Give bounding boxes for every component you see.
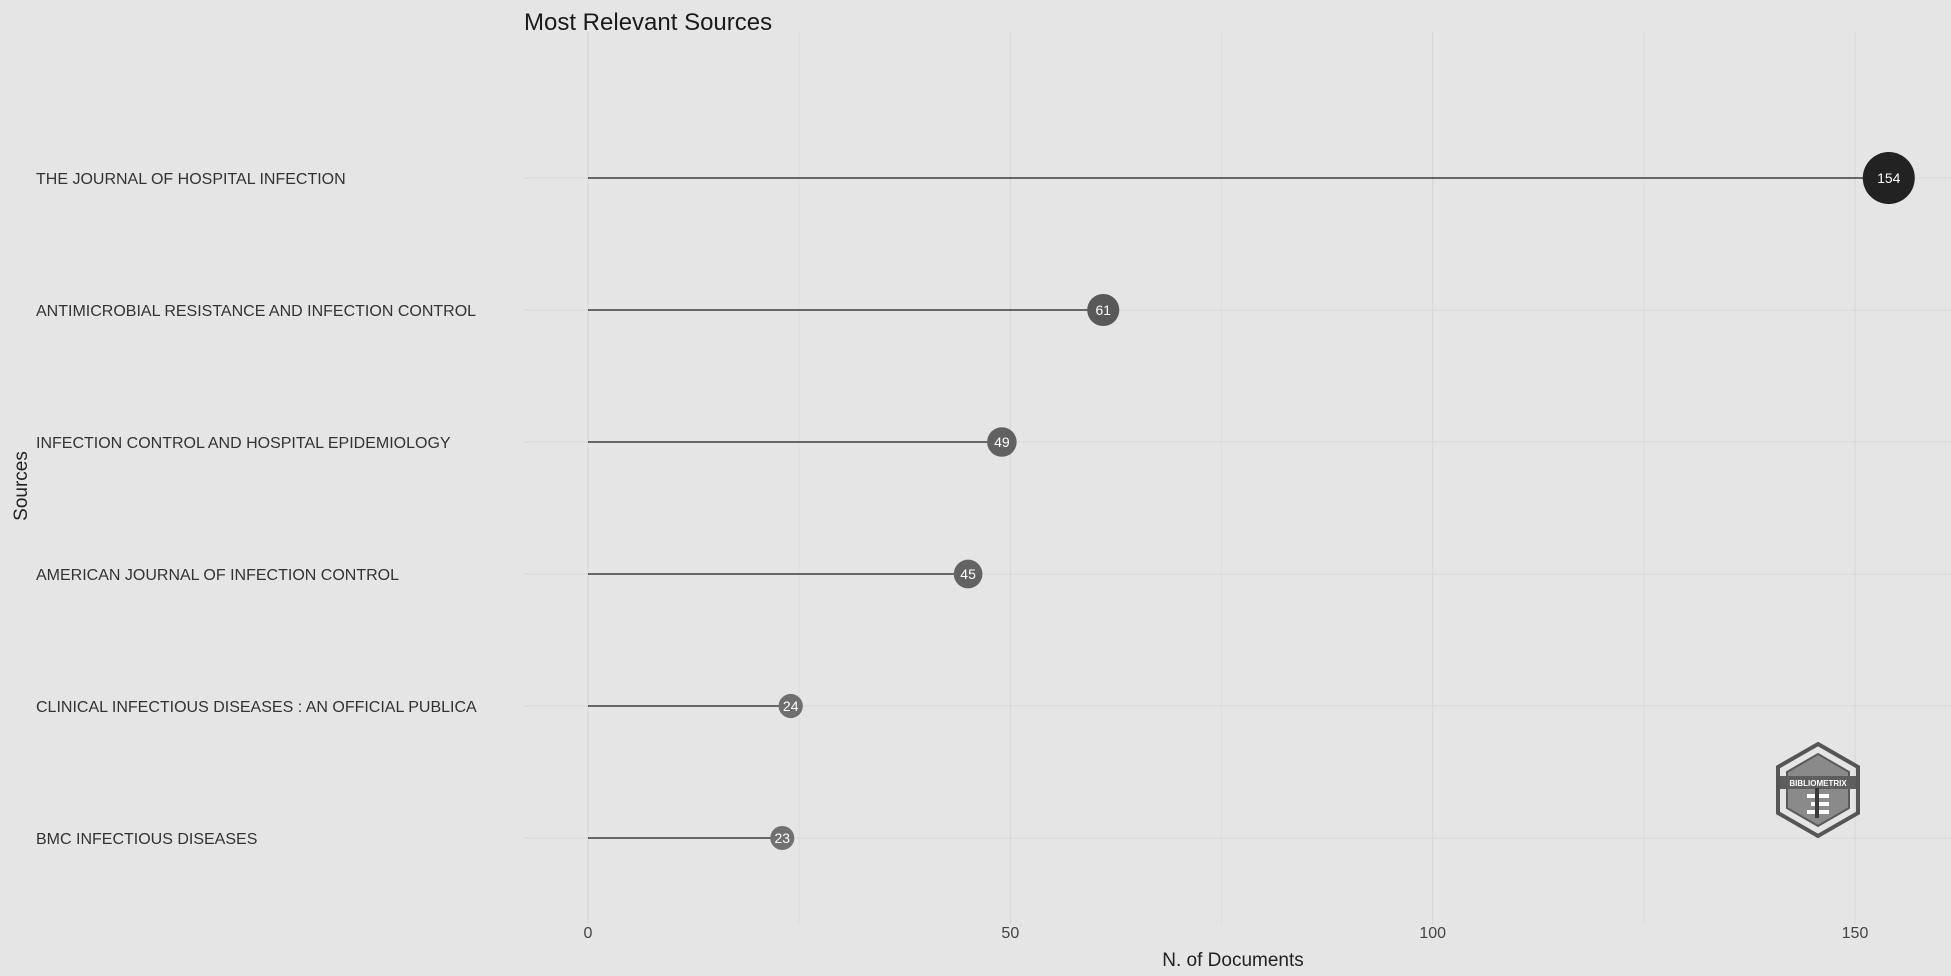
- category-label: BMC INFECTIOUS DISEASES: [36, 831, 257, 848]
- x-tick-label: 0: [584, 925, 593, 942]
- x-tick-label: 50: [1001, 925, 1019, 942]
- category-label: CLINICAL INFECTIOUS DISEASES : AN OFFICI…: [36, 699, 477, 716]
- category-labels: THE JOURNAL OF HOSPITAL INFECTION ANTIMIC…: [36, 171, 477, 848]
- x-axis-title: N. of Documents: [1162, 950, 1304, 971]
- x-tick-label: 100: [1419, 925, 1446, 942]
- y-axis-title: Sources: [11, 451, 32, 521]
- bibliometrix-logo: BIBLIOMETRIX: [1776, 741, 1860, 839]
- lollipop-point: [1862, 152, 1915, 204]
- data-label: 24: [783, 698, 799, 714]
- category-label: AMERICAN JOURNAL OF INFECTION CONTROL: [36, 567, 399, 584]
- lollipop-point: [770, 826, 795, 850]
- points: 154 61 49 45 24 23: [770, 152, 1915, 850]
- category-label: ANTIMICROBIAL RESISTANCE AND INFECTION C…: [36, 303, 476, 320]
- x-tick-labels: 0 50 100 150: [584, 925, 1869, 942]
- lollipop-point: [1087, 293, 1120, 327]
- stems: [588, 177, 1889, 839]
- category-label: THE JOURNAL OF HOSPITAL INFECTION: [36, 171, 346, 188]
- lollipop-point: [778, 693, 803, 719]
- watermark-text: BIBLIOMETRIX: [1789, 779, 1847, 788]
- grid: [524, 32, 1951, 924]
- data-label: 23: [774, 830, 790, 846]
- data-label: 61: [1095, 302, 1111, 318]
- chart-title: Most Relevant Sources: [524, 9, 772, 36]
- lollipop-point: [987, 427, 1017, 457]
- data-label: 154: [1877, 170, 1901, 186]
- data-label: 49: [994, 434, 1010, 450]
- x-tick-label: 150: [1842, 925, 1869, 942]
- category-label: INFECTION CONTROL AND HOSPITAL EPIDEMIOL…: [36, 435, 451, 452]
- data-label: 45: [960, 566, 976, 582]
- lollipop-point: [953, 559, 983, 589]
